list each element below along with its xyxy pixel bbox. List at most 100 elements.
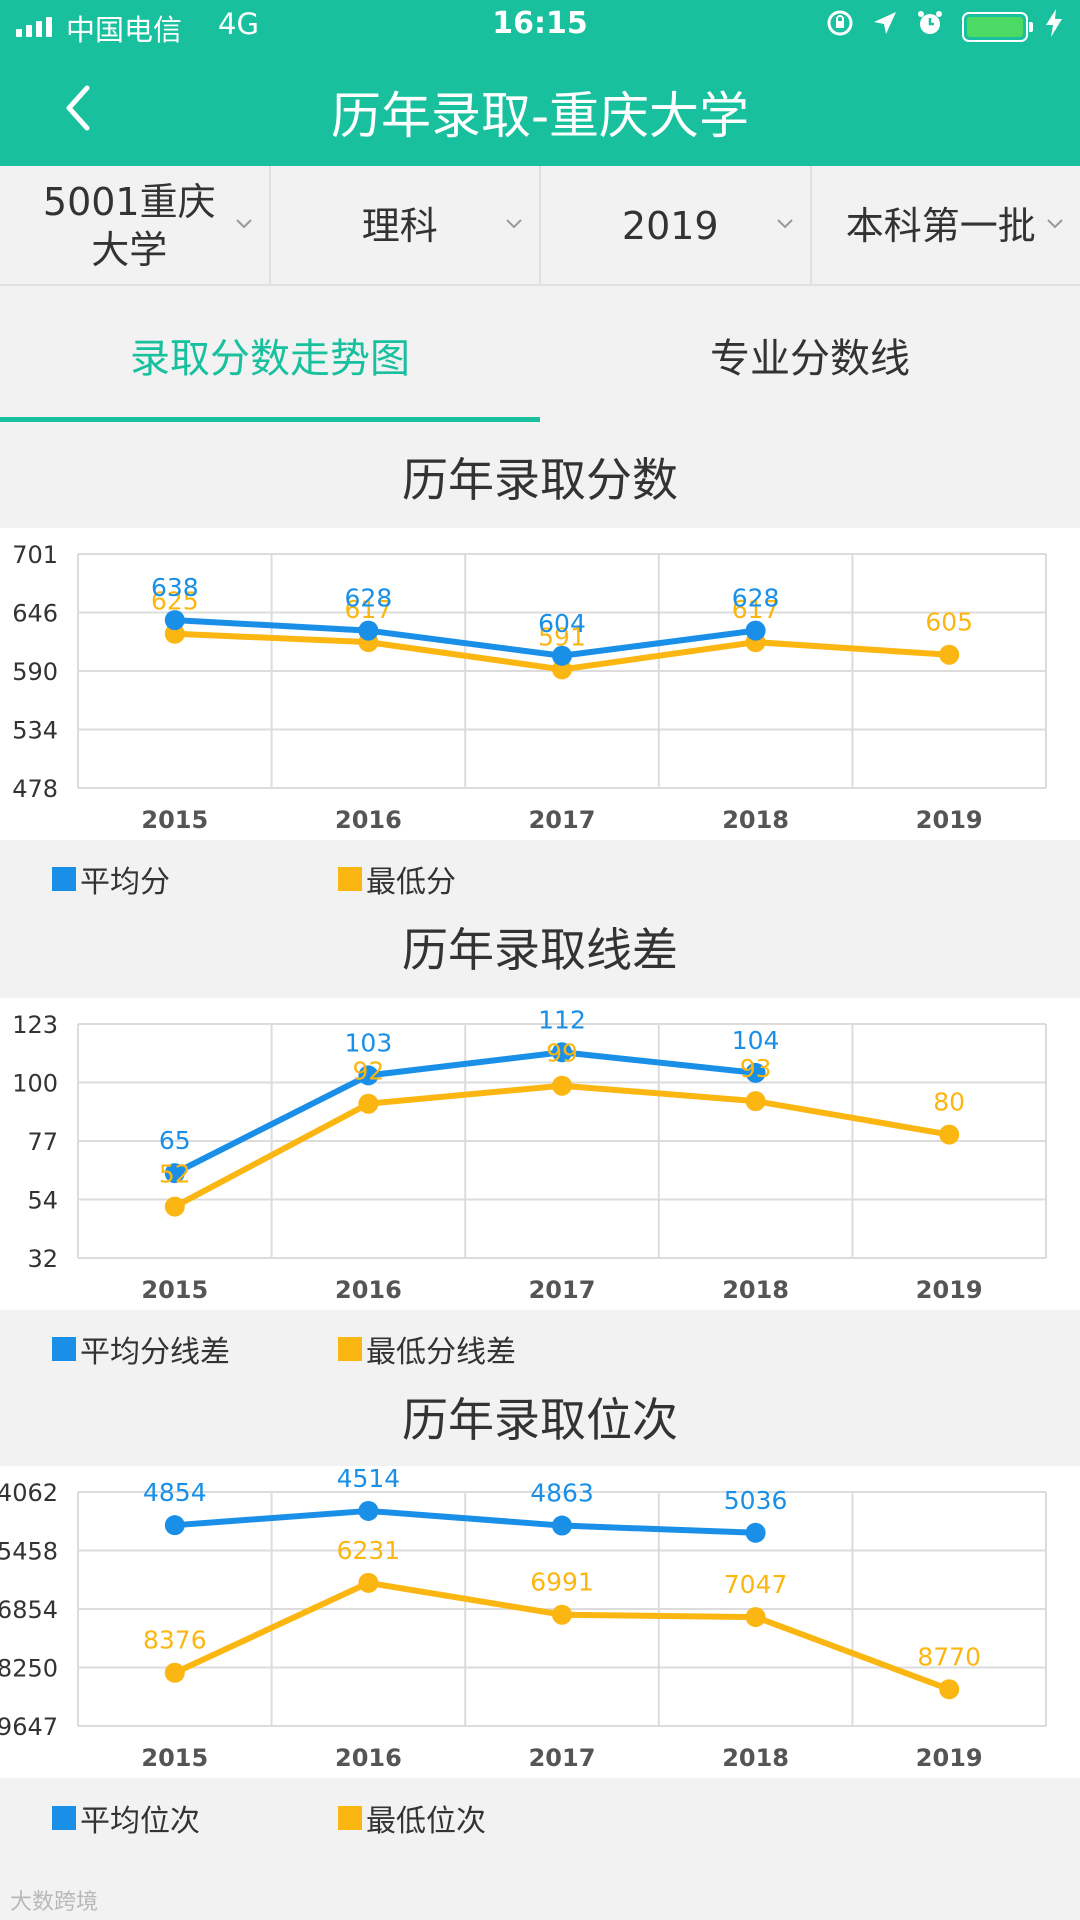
legend-swatch-min	[338, 1337, 362, 1361]
data-label-min: 6231	[337, 1536, 401, 1565]
data-label-avg: 103	[345, 1028, 393, 1057]
charging-icon	[1046, 9, 1062, 44]
filter-year[interactable]: 2019	[541, 166, 812, 286]
legend-label: 平均分线差	[80, 1335, 230, 1370]
data-point-min[interactable]	[552, 1604, 572, 1625]
data-point-min[interactable]	[745, 1091, 766, 1112]
x-tick-label: 2018	[722, 806, 789, 834]
data-point-min[interactable]	[358, 1572, 379, 1593]
data-label-avg: 4863	[530, 1479, 594, 1508]
legend-swatch-avg	[52, 1337, 76, 1361]
data-label-min: 591	[538, 622, 586, 651]
series-line-avg	[173, 1049, 756, 1176]
network-label: 4G	[218, 7, 259, 41]
data-point-avg[interactable]	[552, 1515, 572, 1536]
filter-university-label: 5001重庆大学	[42, 180, 216, 272]
data-label-avg: 4854	[143, 1478, 207, 1507]
chart-diff: 123 100 77 54 32 2015 2016 2017 2018 2019 52 92 99 93…	[0, 998, 1080, 1310]
chart-rank: 4062 5458 6854 8250 9647 2015 2016 2017 2018 2019…	[0, 1466, 1080, 1778]
data-point-avg[interactable]	[164, 1163, 185, 1184]
legend-item-avg-rank[interactable]: 平均位次	[52, 1796, 200, 1840]
y-tick-label: 646	[12, 600, 58, 628]
legend-label: 平均分	[80, 865, 170, 900]
x-tick-label: 2019	[916, 1276, 983, 1304]
legend-item-min-diff[interactable]: 最低分线差	[338, 1327, 516, 1371]
data-point-avg[interactable]	[745, 1062, 766, 1083]
legend-swatch-avg	[52, 1806, 76, 1830]
y-tick-label: 590	[12, 658, 58, 686]
y-tick-label: 6854	[0, 1596, 58, 1624]
data-point-avg[interactable]	[552, 645, 572, 666]
data-label-avg: 628	[345, 584, 393, 613]
legend-item-avg[interactable]: 平均分	[52, 857, 170, 901]
data-label-min: 617	[732, 595, 780, 624]
legend-item-min[interactable]: 最低分	[338, 857, 456, 901]
filter-bar: 5001重庆大学 理科 2019 本科第一批	[0, 166, 1080, 286]
legend-label: 最低分	[366, 865, 456, 900]
filter-subject-label: 理科	[361, 204, 438, 248]
data-point-avg[interactable]	[358, 620, 379, 641]
page-title: 历年录取-重庆大学	[330, 87, 750, 145]
status-bar: 中国电信 4G 16:15	[0, 0, 1080, 52]
data-point-min[interactable]	[358, 1093, 379, 1114]
data-point-min[interactable]	[745, 1607, 766, 1628]
chart-title-rank: 历年录取位次	[402, 1393, 678, 1447]
x-tick-label: 2015	[141, 1276, 208, 1304]
data-point-avg[interactable]	[164, 1515, 185, 1536]
back-button[interactable]	[58, 78, 98, 138]
series-line-avg	[174, 1507, 756, 1536]
series-line-avg	[174, 617, 756, 659]
x-tick-label: 2016	[335, 1276, 402, 1304]
chart-title-diff: 历年录取线差	[402, 923, 678, 977]
chevron-left-icon	[66, 85, 90, 131]
chevron-down-icon	[235, 219, 252, 229]
y-tick-label: 534	[12, 717, 58, 745]
chevron-down-icon	[1047, 219, 1063, 229]
data-label-avg: 628	[732, 584, 780, 613]
data-point-min[interactable]	[164, 1662, 185, 1683]
filter-subject[interactable]: 理科	[271, 166, 541, 286]
data-point-avg[interactable]	[358, 1500, 379, 1521]
signal-icon	[16, 15, 52, 37]
x-tick-label: 2015	[141, 1744, 208, 1772]
data-label-min: 617	[345, 595, 393, 624]
data-point-avg[interactable]	[358, 1065, 379, 1086]
data-point-avg[interactable]	[164, 610, 185, 631]
filter-batch-label: 本科第一批	[845, 204, 1036, 248]
y-tick-label: 5458	[0, 1538, 58, 1566]
data-point-min[interactable]	[939, 1124, 960, 1145]
x-tick-label: 2015	[141, 806, 208, 834]
tab-score-trend[interactable]: 录取分数走势图	[0, 288, 540, 422]
data-label-avg: 604	[538, 609, 586, 638]
series-line-min	[173, 1082, 950, 1210]
legend-label: 平均位次	[80, 1804, 200, 1839]
data-point-min[interactable]	[552, 1075, 572, 1096]
status-time: 16:15	[492, 6, 588, 41]
x-tick-label: 2019	[916, 1744, 983, 1772]
data-point-min[interactable]	[164, 1196, 185, 1217]
legend-rank: 平均位次 最低位次	[0, 1784, 1080, 1854]
tab-major-scores[interactable]: 专业分数线	[710, 336, 910, 382]
filter-batch[interactable]: 本科第一批	[812, 166, 1080, 286]
chevron-down-icon	[776, 219, 793, 229]
filter-university[interactable]: 5001重庆大学	[0, 166, 271, 286]
data-point-avg[interactable]	[745, 620, 766, 641]
legend-label: 最低分线差	[366, 1335, 516, 1370]
data-label-min: 52	[159, 1160, 191, 1189]
location-icon	[872, 10, 898, 43]
legend-swatch-min	[338, 867, 362, 891]
x-tick-label: 2016	[335, 806, 402, 834]
battery-icon	[962, 11, 1033, 42]
data-point-min[interactable]	[939, 644, 960, 665]
legend-item-avg-diff[interactable]: 平均分线差	[52, 1327, 230, 1371]
watermark: 大数跨境	[10, 1890, 99, 1915]
data-point-avg[interactable]	[552, 1042, 572, 1063]
data-point-min[interactable]	[939, 1679, 960, 1700]
data-label-min: 7047	[724, 1570, 788, 1599]
legend-scores: 平均分 最低分	[0, 845, 1080, 915]
data-label-avg: 4514	[337, 1466, 401, 1493]
data-label-min: 605	[925, 608, 973, 637]
legend-item-min-rank[interactable]: 最低位次	[338, 1796, 486, 1840]
data-point-avg[interactable]	[745, 1522, 766, 1543]
x-tick-label: 2017	[529, 1744, 596, 1772]
